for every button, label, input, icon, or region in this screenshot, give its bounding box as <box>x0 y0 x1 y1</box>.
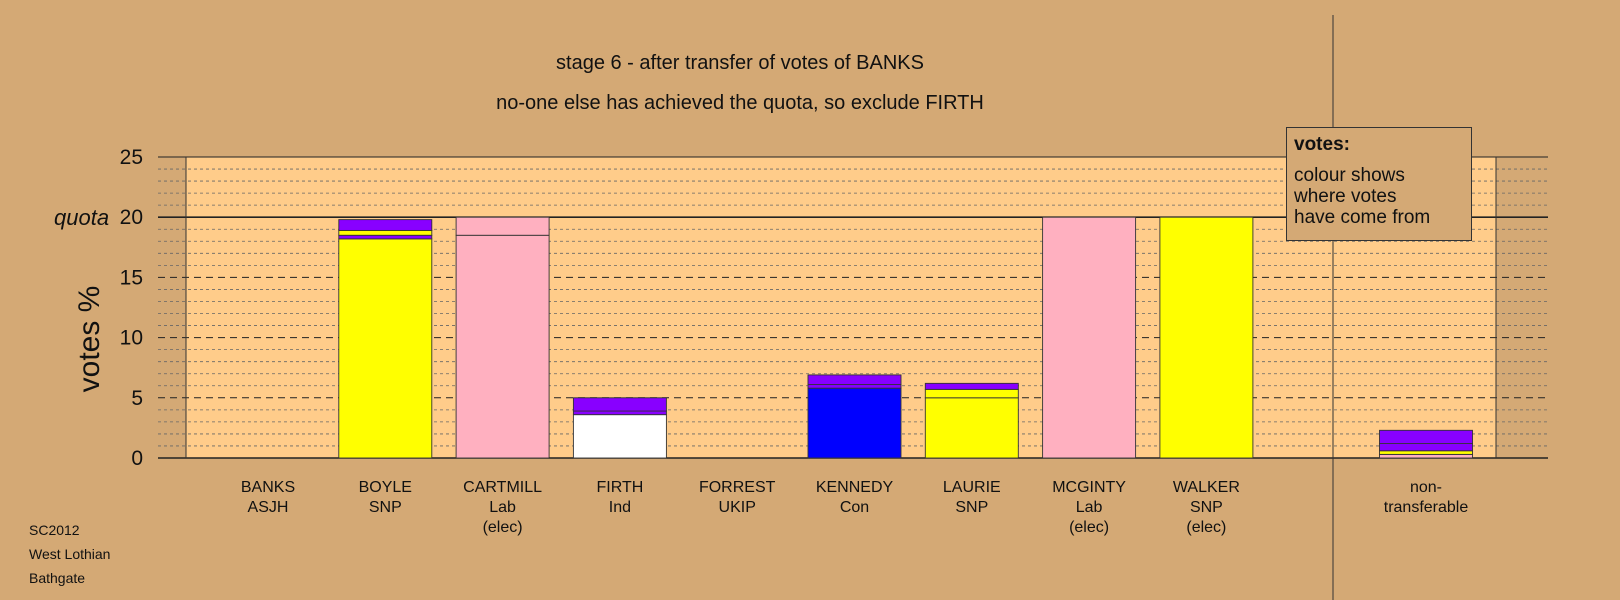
candidate-party: ASJH <box>247 499 289 516</box>
bar-boyle-segment <box>338 229 433 236</box>
candidate-label-forrest: FORREST UKIP <box>682 478 792 518</box>
bar-mcginty-segment <box>1042 216 1137 459</box>
bar-laurie-segment <box>924 382 1019 390</box>
candidate-name: MCGINTY <box>1052 479 1126 496</box>
y-tick-label: 10 <box>120 327 143 350</box>
quota-label: quota <box>54 205 110 230</box>
candidate-label-kennedy: KENNEDY Con <box>800 478 910 518</box>
candidate-name: CARTMILL <box>463 479 543 496</box>
nontransferable-label: non-transferable <box>1371 478 1481 518</box>
candidate-label-boyle: BOYLE SNP <box>330 478 440 518</box>
candidate-status: (elec) <box>482 519 523 536</box>
bar-laurie-segment <box>924 397 1019 459</box>
bar-walker-segment <box>1159 216 1254 459</box>
candidate-name: FIRTH <box>596 479 644 496</box>
candidate-label-cartmill: CARTMILL Lab (elec) <box>448 478 558 538</box>
bar-cartmill-segment <box>455 216 550 236</box>
bar-cartmill-segment <box>455 234 550 459</box>
footer-ward: Bathgate <box>29 570 86 586</box>
candidate-status: (elec) <box>1186 519 1227 536</box>
candidate-name: WALKER <box>1172 479 1240 496</box>
candidate-label-laurie: LAURIE SNP <box>917 478 1027 518</box>
bar-firth-segment <box>572 414 667 459</box>
bar-kennedy-segment <box>807 387 902 459</box>
y-tick-label: 15 <box>120 266 143 289</box>
candidate-label-firth: FIRTH Ind <box>565 478 675 518</box>
bar-nontransferable-segment <box>1379 450 1473 455</box>
candidate-status: (elec) <box>1069 519 1110 536</box>
candidate-name: BOYLE <box>358 479 412 496</box>
bar-nontransferable-segment <box>1379 453 1473 459</box>
bar-boyle-segment <box>338 234 433 240</box>
chart-title: stage 6 - after transfer of votes of BAN… <box>556 52 924 74</box>
candidate-label-mcginty: MCGINTY Lab (elec) <box>1034 478 1144 538</box>
candidate-party: SNP <box>955 499 989 516</box>
footer-council: West Lothian <box>29 546 111 562</box>
bar-nontransferable-segment <box>1379 429 1473 445</box>
candidate-party: Ind <box>608 499 632 516</box>
y-axis-label: votes % <box>73 285 106 393</box>
bar-firth-segment <box>572 410 667 416</box>
candidate-party: SNP <box>1189 499 1223 516</box>
chart-subtitle: no-one else has achieved the quota, so e… <box>496 92 984 114</box>
footer-election: SC2012 <box>29 522 80 538</box>
bar-nontransferable-segment <box>1379 443 1473 452</box>
bar-boyle-segment <box>338 219 433 231</box>
candidate-label-banks: BANKS ASJH <box>213 478 323 518</box>
candidate-name: KENNEDY <box>815 479 894 496</box>
candidate-party: Lab <box>1075 499 1103 516</box>
y-tick-label: 20 <box>120 206 143 229</box>
bar-firth-segment <box>572 397 667 412</box>
candidate-party: UKIP <box>718 499 756 516</box>
bar-kennedy-segment <box>807 384 902 389</box>
nontransferable-label-line: transferable <box>1383 499 1469 516</box>
y-tick-label: 25 <box>120 146 143 169</box>
legend-line-2: where votes <box>1294 186 1397 207</box>
candidate-party: Con <box>839 499 870 516</box>
candidate-party: SNP <box>368 499 402 516</box>
legend-line-3: have come from <box>1294 207 1431 228</box>
legend-heading: votes: <box>1294 134 1350 155</box>
candidate-name: BANKS <box>240 479 296 496</box>
candidate-party: Lab <box>489 499 516 516</box>
bar-boyle-segment <box>338 238 433 459</box>
bar-laurie-segment <box>924 388 1019 399</box>
legend-line-1: colour shows <box>1294 165 1405 186</box>
legend-box: votes: colour shows where votes have com… <box>1286 127 1472 241</box>
candidate-name: LAURIE <box>942 479 1001 496</box>
candidate-label-walker: WALKER SNP (elec) <box>1151 478 1261 538</box>
y-tick-label: 0 <box>131 447 143 470</box>
candidate-name: FORREST <box>698 479 776 496</box>
nontransferable-label-line: non- <box>1409 479 1443 496</box>
y-tick-label: 5 <box>131 387 143 410</box>
bar-kennedy-segment <box>807 374 902 386</box>
